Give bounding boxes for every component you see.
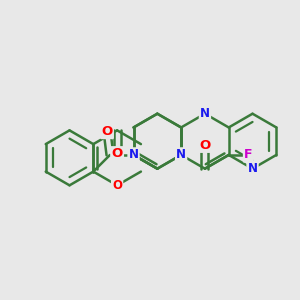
Text: F: F [244,148,253,161]
Text: N: N [176,148,186,161]
Text: O: O [112,179,122,192]
Text: O: O [112,147,123,161]
Text: O: O [101,125,113,138]
Text: N: N [200,107,210,120]
Text: N: N [128,148,139,161]
Text: N: N [248,162,257,175]
Text: O: O [199,139,211,152]
